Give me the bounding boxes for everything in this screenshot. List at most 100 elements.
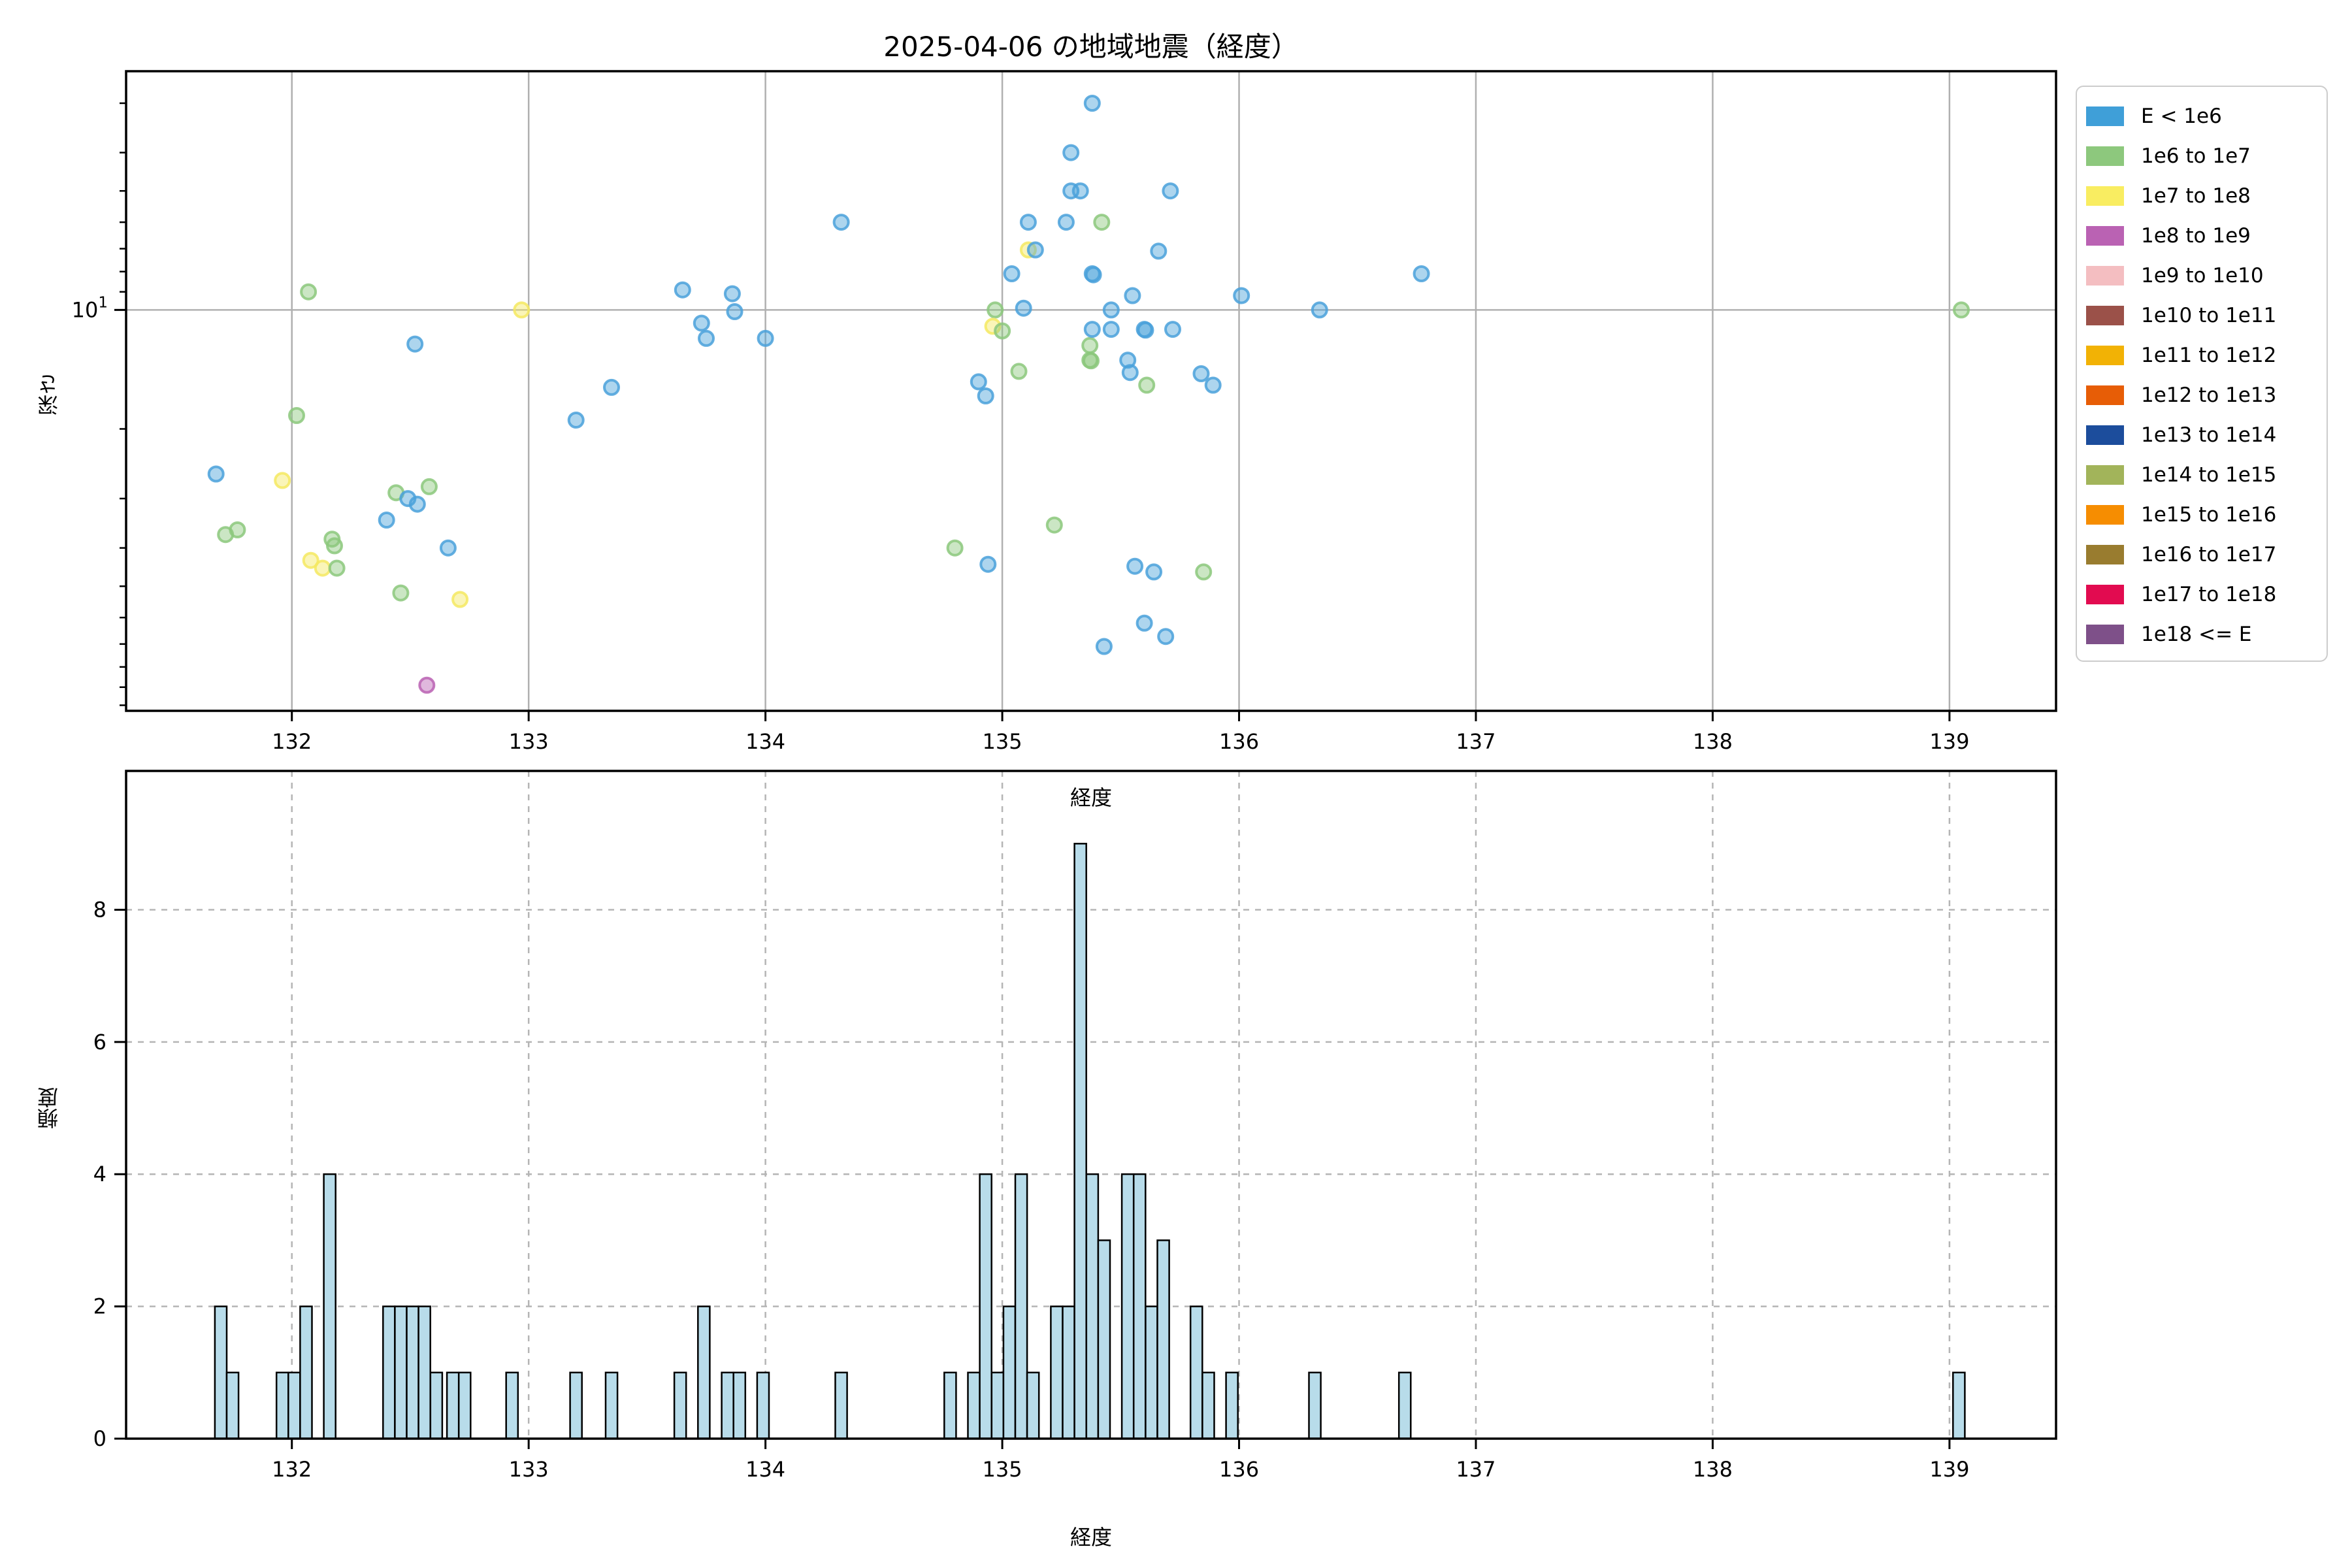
hist-bar xyxy=(1062,1305,1075,1440)
scatter-x-tick-label: 137 xyxy=(1456,729,1495,754)
hist-bar xyxy=(1308,1371,1322,1440)
legend-swatch-icon xyxy=(2086,146,2124,166)
hist-bar xyxy=(446,1371,460,1440)
scatter-point xyxy=(1135,614,1153,632)
hist-bar xyxy=(721,1371,734,1440)
hist-bar xyxy=(1014,1173,1028,1440)
legend-swatch-icon xyxy=(2086,225,2124,246)
scatter-point xyxy=(1413,265,1430,282)
legend-swatch-icon xyxy=(2086,385,2124,405)
legend-label: 1e14 to 1e15 xyxy=(2141,463,2277,487)
legend-swatch-icon xyxy=(2086,504,2124,525)
hist-bar xyxy=(990,1371,1005,1440)
scatter-point xyxy=(726,303,743,320)
scatter-point xyxy=(328,559,346,577)
hist-bar xyxy=(1073,843,1087,1440)
hist-bar xyxy=(1397,1371,1412,1440)
scatter-point xyxy=(977,387,994,404)
hist-bar xyxy=(1132,1173,1147,1440)
scatter-point xyxy=(832,214,850,231)
scatter-x-tick-label: 138 xyxy=(1693,729,1733,754)
hist-bar xyxy=(457,1371,472,1440)
legend-label: 1e7 to 1e8 xyxy=(2141,184,2251,208)
scatter-point xyxy=(300,283,318,301)
scatter-point xyxy=(979,555,997,573)
legend-entry-2: 1e7 to 1e8 xyxy=(2086,176,2320,216)
scatter-x-tick-label: 135 xyxy=(983,729,1022,754)
legend-entry-4: 1e9 to 1e10 xyxy=(2086,255,2320,295)
scatter-point xyxy=(1126,557,1144,575)
hist-bar xyxy=(1201,1371,1215,1440)
hist-bar xyxy=(1952,1371,1966,1440)
scatter-point xyxy=(1145,563,1163,581)
hist-x-tick-label: 136 xyxy=(1219,1457,1259,1482)
legend-entry-13: 1e18 <= E xyxy=(2086,614,2320,654)
scatter-point xyxy=(1192,365,1210,382)
legend-label: 1e8 to 1e9 xyxy=(2141,223,2251,248)
scatter-point xyxy=(207,465,225,483)
legend-label: 1e17 to 1e18 xyxy=(2141,582,2277,606)
scatter-point xyxy=(513,301,531,319)
legend-label: 1e16 to 1e17 xyxy=(2141,542,2277,566)
hist-bar xyxy=(1026,1371,1040,1440)
hist-bar xyxy=(967,1371,981,1440)
hist-bar xyxy=(394,1305,408,1440)
scatter-point xyxy=(1015,299,1032,317)
scatter-point xyxy=(1083,95,1101,112)
hist-x-tick-label: 132 xyxy=(272,1457,312,1482)
legend-swatch-icon xyxy=(2086,265,2124,286)
scatter-point xyxy=(1150,242,1168,260)
hist-bar xyxy=(1145,1305,1158,1440)
scatter-point xyxy=(229,521,246,538)
scatter-point xyxy=(1953,301,1970,319)
hist-bar xyxy=(834,1371,848,1440)
hist-bar xyxy=(979,1173,992,1440)
hist-bar xyxy=(299,1305,313,1440)
scatter-point xyxy=(1311,301,1328,319)
scatter-point xyxy=(603,378,620,396)
scatter-point xyxy=(326,537,343,555)
hist-bar xyxy=(406,1305,419,1440)
hist-bar xyxy=(429,1371,444,1440)
scatter-point xyxy=(302,551,319,569)
scatter-y-tick-label: 101 xyxy=(72,294,108,322)
hist-y-tick-label: 6 xyxy=(93,1030,106,1054)
scatter-x-tick-label: 139 xyxy=(1929,729,1969,754)
legend-label: 1e15 to 1e16 xyxy=(2141,502,2277,527)
scatter-point xyxy=(1003,265,1021,282)
scatter-point xyxy=(314,559,331,577)
legend-entry-5: 1e10 to 1e11 xyxy=(2086,295,2320,335)
scatter-point xyxy=(1121,364,1139,382)
hist-bar xyxy=(943,1371,957,1440)
scatter-point xyxy=(946,539,964,557)
hist-x-tick-label: 134 xyxy=(745,1457,785,1482)
legend-label: 1e12 to 1e13 xyxy=(2141,383,2277,407)
hist-bar xyxy=(1189,1305,1203,1440)
hist-bar xyxy=(275,1371,289,1440)
hist-bar xyxy=(1002,1305,1017,1440)
scatter-point xyxy=(1095,638,1113,655)
hist-bar xyxy=(1225,1371,1239,1440)
scatter-point xyxy=(1010,363,1028,380)
hist-bar xyxy=(569,1371,583,1440)
hist-bar xyxy=(225,1371,240,1440)
scatter-point xyxy=(1164,321,1181,338)
hist-x-tick-label: 139 xyxy=(1929,1457,1969,1482)
hist-bar xyxy=(417,1305,431,1440)
legend-entry-11: 1e16 to 1e17 xyxy=(2086,534,2320,574)
legend-label: E < 1e6 xyxy=(2141,104,2222,128)
scatter-point xyxy=(987,301,1004,319)
scatter-point xyxy=(757,329,774,347)
scatter-x-tick-label: 134 xyxy=(745,729,785,754)
hist-x-tick-label: 137 xyxy=(1456,1457,1495,1482)
hist-bar xyxy=(323,1173,336,1440)
scatter-point xyxy=(1026,241,1044,259)
hist-bar xyxy=(1156,1239,1170,1440)
scatter-point xyxy=(1102,301,1120,319)
scatter-point xyxy=(392,584,410,602)
scatter-point xyxy=(1083,352,1100,370)
scatter-point xyxy=(1137,321,1154,339)
scatter-point xyxy=(1085,266,1102,284)
